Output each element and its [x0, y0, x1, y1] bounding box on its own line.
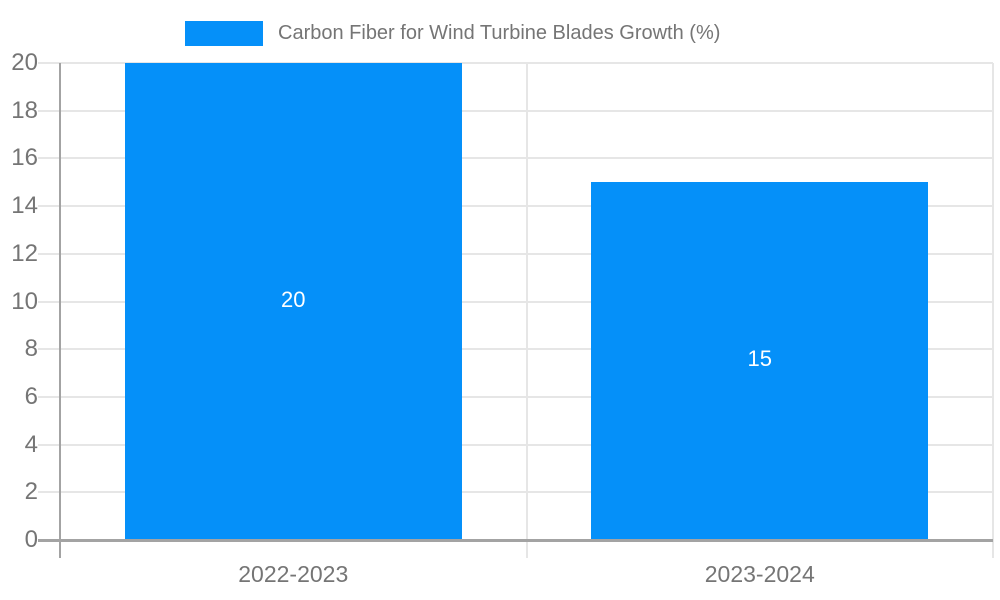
gridline-y-6	[38, 395, 993, 398]
bar-value-label: 20	[281, 286, 306, 312]
x-axis-line	[38, 539, 993, 542]
y-axis-tick-label: 18	[11, 96, 38, 124]
legend-label: Carbon Fiber for Wind Turbine Blades Gro…	[278, 22, 721, 44]
gridline-y-2	[38, 491, 993, 494]
y-axis-tick-label: 14	[11, 192, 38, 220]
gridline-y-14	[38, 205, 993, 208]
gridline-y-16	[38, 157, 993, 160]
y-axis-tick-label: 4	[24, 430, 38, 458]
y-axis-tick-label: 16	[11, 144, 38, 172]
gridline-y-18	[38, 109, 993, 112]
gridline-y-4	[38, 443, 993, 446]
gridline-x-boundary	[525, 63, 528, 558]
gridline-y-8	[38, 348, 993, 351]
y-axis-line	[59, 63, 61, 558]
legend: Carbon Fiber for Wind Turbine Blades Gro…	[185, 20, 720, 46]
y-axis-tick-label: 6	[24, 382, 38, 410]
gridline-y-20	[38, 62, 993, 64]
y-axis-tick-label: 20	[11, 49, 38, 76]
x-axis-tick-label: 2023-2024	[704, 561, 815, 587]
gridline-y-10	[38, 300, 993, 303]
bar-2022-2023	[124, 63, 462, 540]
gridline-y-12	[38, 252, 993, 255]
y-axis-tick-label: 8	[24, 335, 38, 363]
bar-2023-2024	[591, 182, 929, 540]
y-axis-tick-label: 12	[11, 239, 38, 267]
y-axis-tick-label: 10	[11, 287, 38, 315]
y-axis-tick-label: 2	[24, 478, 38, 506]
x-axis-tick-label: 2022-2023	[238, 561, 349, 587]
legend-swatch	[185, 20, 263, 46]
bar-value-label: 15	[747, 346, 772, 372]
gridline-x-boundary	[992, 63, 994, 558]
y-axis-tick-label: 0	[24, 526, 38, 553]
